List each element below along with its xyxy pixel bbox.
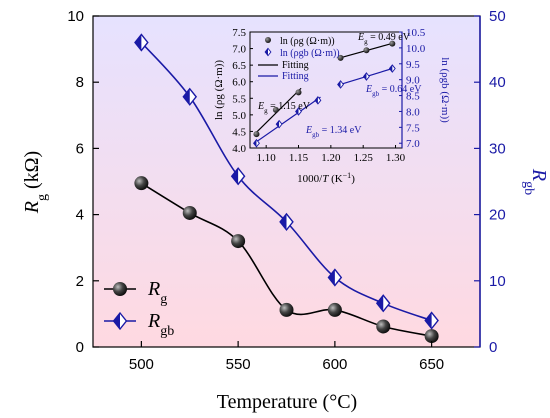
rgb-point xyxy=(279,212,294,232)
y-left-axis-title: Rg (kΩ) xyxy=(21,151,50,214)
y-right-tick-label: 0 xyxy=(489,339,497,356)
rgb-point xyxy=(375,294,391,313)
legend-rg-label: Rg xyxy=(147,278,167,307)
x-tick-label: 600 xyxy=(322,356,347,373)
legend-rgb-marker xyxy=(112,311,128,331)
main-legend: Rg Rgb xyxy=(104,278,174,339)
inset-y-left-tick-label: 5.0 xyxy=(232,110,246,122)
inset-x-axis-title: 1000/T (K−1) xyxy=(297,171,355,186)
inset-rho-gb-point xyxy=(362,72,370,81)
inset-y-left-title: ln (ρg (Ω·m)) xyxy=(213,60,225,120)
y-right-tick-label: 30 xyxy=(489,140,506,157)
rg-point xyxy=(327,302,342,317)
inset-y-right-tick-label: 9.5 xyxy=(406,59,420,71)
inset-y-left-tick-label: 7.0 xyxy=(232,44,246,56)
inset-x-tick-label: 1.15 xyxy=(289,152,309,164)
inset-y-right-tick-label: 7.5 xyxy=(406,122,420,134)
inset-legend-gb-marker xyxy=(264,47,272,57)
y-left-tick-label: 6 xyxy=(76,140,84,157)
inset-y-left-tick-label: 4.0 xyxy=(232,143,246,155)
inset-y-right-tick-label: 10.0 xyxy=(406,43,426,55)
inset-y-right-title: ln (ρgb (Ω·m)) xyxy=(439,57,451,123)
inset-y-left-tick-label: 7.5 xyxy=(232,27,246,39)
inset-legend-diamond xyxy=(264,47,272,57)
inset-annotation-egb-low: Egb = 1.34 eV xyxy=(305,125,362,139)
inset-rho-gb-point xyxy=(295,107,302,116)
x-axis-title: Temperature (°C) xyxy=(217,391,357,413)
y-right-tick-label: 10 xyxy=(489,273,506,290)
y-right-axis-title: Rgb xyxy=(522,168,550,195)
inset-rho-gb-point xyxy=(337,80,345,89)
inset-fit-line xyxy=(253,96,321,145)
y-left-tick-label: 8 xyxy=(76,74,84,91)
inset-legend-gb-label: ln (ρgb (Ω·m)) xyxy=(280,48,340,59)
inset-annotation-eg-high: Eg = 0.49 eV xyxy=(357,32,411,46)
inset-y-right-tick-label: 7.0 xyxy=(406,138,420,150)
inset-rho-g-point xyxy=(253,131,260,138)
legend-rgb-label: Rgb xyxy=(147,310,174,339)
inset-annotation-egb-high: Egb = 0.64 eV xyxy=(365,84,422,98)
inset-y-left-tick-label: 6.0 xyxy=(232,77,246,89)
inset-y-left-tick-label: 5.5 xyxy=(232,93,246,105)
y-left-tick-label: 10 xyxy=(67,8,84,25)
y-left-tick-label: 0 xyxy=(76,339,84,356)
x-tick-label: 650 xyxy=(419,356,444,373)
legend-diamond xyxy=(112,311,128,331)
inset-x-tick-label: 1.10 xyxy=(257,152,277,164)
inset-legend-fit2-label: Fitting xyxy=(282,71,309,82)
inset-rho-g-point xyxy=(337,54,344,61)
inset-annotation-eg-low: Eg = 1.15 eV xyxy=(257,101,311,115)
inset-x-tick-label: 1.30 xyxy=(386,152,406,164)
inset-y-left-tick-label: 4.5 xyxy=(232,126,246,138)
rgb-point xyxy=(230,167,246,186)
rg-point xyxy=(279,302,294,317)
rg-point xyxy=(231,234,246,249)
rgb-point xyxy=(134,33,149,52)
inset-rho-g-point xyxy=(295,89,302,96)
x-tick-label: 500 xyxy=(129,356,154,373)
inset-y-right-tick-label: 8.5 xyxy=(406,91,420,103)
rg-point xyxy=(134,176,149,191)
inset-x-tick-label: 1.20 xyxy=(321,152,341,164)
legend-rg-marker xyxy=(113,282,127,296)
rg-point xyxy=(182,205,197,220)
inset-y-right-tick-label: 9.0 xyxy=(406,75,420,87)
inset-rho-gb-point xyxy=(314,96,322,105)
inset-rho-g-point xyxy=(389,40,396,47)
y-right-tick-label: 40 xyxy=(489,74,506,91)
y-right-tick-label: 20 xyxy=(489,207,506,224)
inset-rho-g-point xyxy=(272,106,279,113)
inset-y-left-tick-label: 6.5 xyxy=(232,60,246,72)
inset-legend-g-marker xyxy=(265,37,271,43)
y-left-tick-label: 4 xyxy=(76,207,84,224)
rgb-point xyxy=(182,87,198,106)
inset-legend-fit1-label: Fitting xyxy=(282,60,309,71)
inset-rho-g-point xyxy=(363,47,370,54)
x-tick-label: 550 xyxy=(226,356,251,373)
inset-legend-g-label: ln (ρg (Ω·m)) xyxy=(280,36,335,47)
inset-x-tick-label: 1.25 xyxy=(354,152,374,164)
y-right-tick-label: 50 xyxy=(489,8,506,25)
inset-rho-gb-point xyxy=(275,119,283,129)
plot-background xyxy=(93,16,480,347)
inset-rho-gb-point xyxy=(388,64,396,73)
rgb-point xyxy=(327,268,343,287)
rgb-point xyxy=(424,311,439,330)
inset-y-right-tick-label: 8.0 xyxy=(406,106,420,118)
inset-chart: 1.10 1.15 1.20 1.25 1.30 4.0 4.5 5.0 5.5 6.0 6.5 7.… xyxy=(213,27,451,185)
inset-y-right-tick-label: 10.5 xyxy=(406,27,426,39)
y-left-tick-label: 2 xyxy=(76,273,84,290)
rg-point xyxy=(424,329,439,344)
inset-legend: ln (ρg (Ω·m)) ln (ρgb (Ω·m)) Fitting Fit… xyxy=(258,36,340,82)
inset-rho-gb-point xyxy=(253,138,260,148)
rg-point xyxy=(376,319,391,334)
